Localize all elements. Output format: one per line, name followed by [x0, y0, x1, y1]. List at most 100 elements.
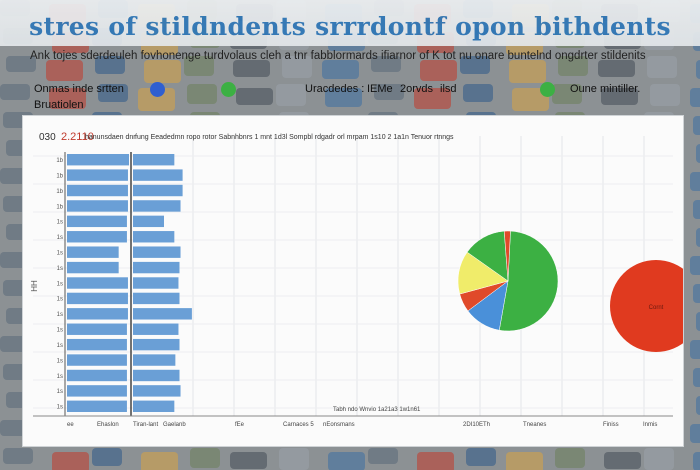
background-tile — [233, 60, 270, 77]
legend-mid-label-2: IEMe — [367, 83, 393, 95]
bar-y-tick-label: 1s — [57, 266, 63, 272]
bar-series-1 — [67, 169, 128, 181]
chart-panel-id: 030 — [39, 132, 56, 143]
background-tile — [190, 448, 220, 468]
legend-mid-label-3: 2orvds — [400, 83, 434, 95]
legend: Onmas inde srtten Uracdedes : IEMe 2orvd… — [0, 78, 700, 102]
page-subtitle: Ank tojes sderdeuleh fovhonenge turdvola… — [30, 50, 646, 62]
legend-left-label: Onmas inde srtten — [34, 83, 124, 95]
bar-series-2 — [133, 184, 183, 197]
legend-green-dot — [221, 82, 236, 97]
legend-left-sub: Bruatiolen — [34, 99, 84, 111]
bar-x-tick-label: Gaelanb — [163, 422, 186, 428]
bar-series-2 — [133, 354, 176, 366]
background-tile — [230, 452, 267, 469]
background-tile — [512, 88, 549, 111]
background-tile — [98, 84, 128, 102]
page-title: stres of stildndents srrrdontf opon bith… — [29, 12, 671, 41]
background-tile — [49, 88, 86, 109]
bar-series-2 — [133, 292, 180, 305]
bar-series-2 — [133, 261, 180, 274]
background-tile — [690, 340, 700, 359]
background-tile — [95, 56, 125, 74]
legend-green-dot-right — [540, 82, 555, 97]
background-tile — [598, 60, 635, 77]
background-tile — [696, 144, 700, 163]
background-tile — [144, 60, 181, 83]
bar-series-1 — [67, 292, 128, 305]
background-tile — [647, 56, 677, 78]
background-tile — [601, 88, 638, 105]
bar-series-2 — [133, 308, 192, 320]
pie-chart-header: fung Eeadedmn ropo rotor Sabnhbnrs 1 mnt… — [135, 134, 454, 141]
pie-slice — [503, 230, 511, 282]
background-tile — [693, 200, 700, 219]
footer-label: Tneanes — [523, 422, 546, 428]
bar-series-1 — [67, 354, 127, 366]
background-tile — [693, 116, 700, 135]
background-tile — [371, 56, 401, 72]
background-tile — [696, 228, 700, 247]
background-tile — [420, 60, 457, 81]
background-tile — [696, 396, 700, 415]
bar-series-1 — [67, 184, 128, 197]
bar-series-1 — [67, 154, 129, 166]
background-tile — [693, 368, 700, 387]
legend-mid-label-4: ilsd — [440, 83, 457, 95]
bar-series-2 — [133, 200, 181, 212]
background-tile — [0, 84, 30, 100]
background-tile — [138, 88, 175, 111]
bar-series-2 — [133, 323, 179, 335]
background-tile — [184, 56, 214, 76]
bar-series-1 — [67, 338, 127, 351]
bar-series-1 — [67, 246, 119, 258]
bar-y-axis-label: HH — [30, 280, 39, 292]
background-tile — [693, 284, 700, 303]
background-tile — [555, 448, 585, 468]
bar-series-1 — [67, 277, 128, 289]
bar-y-tick-label: 1s — [57, 250, 63, 256]
bar-series-1 — [67, 400, 127, 412]
bar-y-tick-label: 1s — [57, 328, 63, 334]
bar-y-tick-label: 1s — [57, 220, 63, 226]
background-tile — [466, 448, 496, 466]
background-tile — [276, 84, 306, 106]
background-tile — [3, 448, 33, 464]
bar-x-tick-label: fEe — [235, 422, 245, 428]
background-tile — [509, 60, 546, 83]
title-banner: stres of stildndents srrrdontf opon bith… — [0, 0, 700, 46]
footer-label: Carnaces 5 — [283, 422, 314, 428]
bar-series-2 — [133, 369, 180, 382]
bar-y-tick-label: 1s — [57, 281, 63, 287]
background-tile — [460, 56, 490, 74]
background-tile — [46, 60, 83, 81]
background-tile — [417, 452, 454, 470]
background-tile — [6, 56, 36, 72]
background-tile — [506, 452, 543, 470]
background-tile — [328, 452, 365, 470]
bar-series-1 — [67, 231, 127, 243]
pie-slice — [610, 260, 700, 352]
bar-y-tick-label: 1s — [57, 358, 63, 364]
bar-series-2 — [133, 215, 164, 228]
bar-series-1 — [67, 369, 127, 382]
background-tile — [279, 448, 309, 470]
background-tile — [690, 424, 700, 443]
bar-series-1 — [67, 215, 127, 228]
bar-series-1 — [67, 261, 119, 274]
background-tile — [187, 84, 217, 104]
bar-y-tick-label: 1s — [57, 405, 63, 411]
footer-label: 2DI10ETh — [463, 422, 490, 428]
background-tile — [644, 448, 674, 470]
bar-chart-header: hanunsdaen dnr — [85, 134, 136, 141]
bar-series-2 — [133, 338, 180, 351]
background-tile — [236, 88, 273, 105]
background-tile — [322, 60, 359, 79]
bar-series-1 — [67, 308, 128, 320]
bar-series-1 — [67, 323, 127, 335]
footer-caption: Tabh ndo Wnvio 1a21a3 1w1n61 — [333, 407, 421, 413]
background-tile — [141, 452, 178, 470]
footer-label: nEonsmans — [323, 422, 355, 428]
bar-series-1 — [67, 200, 128, 212]
pie-slice — [498, 230, 559, 332]
